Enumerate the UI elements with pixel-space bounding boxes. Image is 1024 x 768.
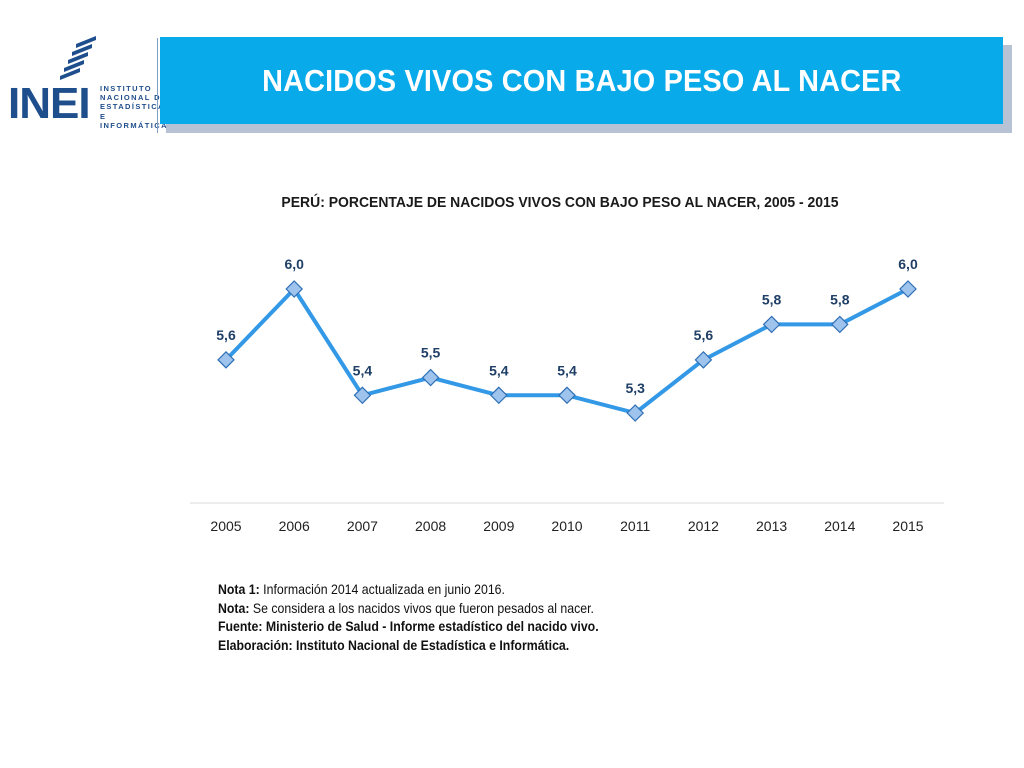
x-tick-label: 2015 — [892, 518, 923, 534]
inei-logo: INEI INSTITUTO NACIONAL DE ESTADÍSTICA E… — [8, 32, 167, 132]
chart-notes: Nota 1: Información 2014 actualizada en … — [218, 580, 651, 654]
x-tick-label: 2007 — [347, 518, 378, 534]
data-label: 5,3 — [625, 380, 645, 396]
x-tick-label: 2009 — [483, 518, 514, 534]
credit-note: Elaboración: Instituto Nacional de Estad… — [218, 636, 570, 653]
data-point-marker — [353, 386, 372, 405]
x-tick-label: 2012 — [688, 518, 719, 534]
logo-institute-name: INSTITUTO NACIONAL DE ESTADÍSTICA E INFO… — [100, 84, 168, 130]
x-tick-label: 2011 — [620, 518, 650, 534]
data-point-marker — [626, 404, 645, 422]
page-title: NACIDOS VIVOS CON BAJO PESO AL NACER — [261, 62, 902, 98]
data-label: 6,0 — [284, 256, 304, 272]
data-point-marker — [830, 315, 849, 334]
data-label: 5,6 — [694, 327, 714, 343]
x-tick-label: 2008 — [415, 518, 446, 534]
note-1-text: Información 2014 actualizada en junio 20… — [259, 581, 505, 597]
data-label: 5,4 — [489, 362, 509, 378]
x-tick-label: 2006 — [279, 518, 310, 534]
data-label: 5,4 — [353, 362, 373, 378]
data-label: 6,0 — [898, 256, 918, 272]
data-label: 5,8 — [830, 291, 850, 307]
data-label: 5,8 — [762, 291, 782, 307]
note-2-label: Nota: — [218, 599, 250, 616]
note-2: Nota: Se considera a los nacidos vivos q… — [218, 599, 599, 618]
x-tick-label: 2013 — [756, 518, 787, 534]
x-tick-label: 2005 — [210, 518, 241, 534]
logo-line: ESTADÍSTICA E — [100, 102, 165, 121]
data-point-marker — [285, 280, 304, 298]
data-point-marker — [421, 368, 440, 387]
chart-title: PERÚ: PORCENTAJE DE NACIDOS VIVOS CON BA… — [281, 194, 839, 211]
x-tick-label: 2014 — [824, 518, 855, 534]
data-label: 5,6 — [216, 327, 236, 343]
data-point-marker — [694, 351, 713, 369]
data-point-marker — [217, 351, 235, 369]
data-label: 5,5 — [421, 345, 441, 361]
logo-divider — [157, 38, 158, 133]
note-2-text: Se considera a los nacidos vivos que fue… — [249, 599, 594, 616]
data-label: 5,4 — [557, 362, 577, 378]
logo-line: INFORMÁTICA — [100, 120, 168, 130]
logo-line: INSTITUTO — [100, 84, 153, 93]
logo-line: NACIONAL DE — [100, 93, 168, 103]
logo-stairs-icon — [60, 36, 96, 80]
data-point-marker — [899, 280, 917, 298]
logo-wordmark: INEI — [8, 79, 91, 128]
data-point-marker — [762, 315, 781, 334]
x-tick-label: 2010 — [551, 518, 582, 534]
source-note: Fuente: Ministerio de Salud - Informe es… — [218, 618, 599, 634]
data-point-marker — [558, 386, 576, 405]
note-1: Nota 1: Información 2014 actualizada en … — [218, 580, 599, 599]
header-banner: NACIDOS VIVOS CON BAJO PESO AL NACER — [160, 37, 1003, 124]
data-point-marker — [489, 386, 508, 405]
note-1-label: Nota 1: — [218, 581, 260, 597]
